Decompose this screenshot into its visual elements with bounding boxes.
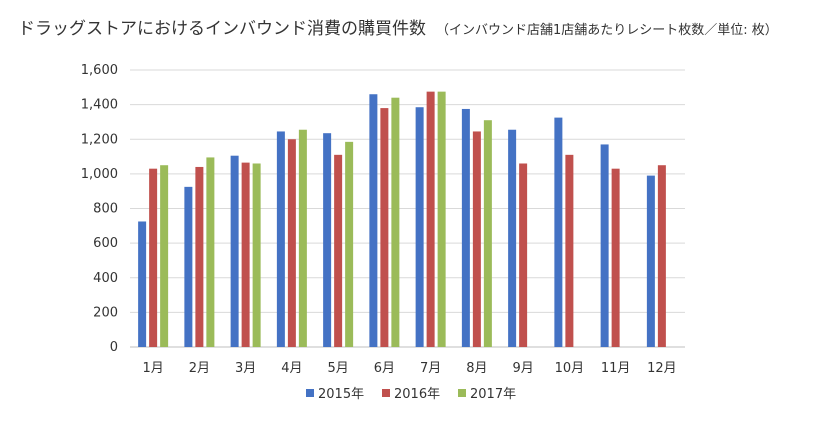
x-tick-label: 1月 (142, 361, 163, 376)
bar (276, 131, 285, 347)
legend-swatch (458, 389, 466, 397)
x-tick-label: 7月 (420, 361, 441, 376)
legend-label: 2016年 (394, 387, 440, 402)
y-tick-label: 1,400 (81, 98, 118, 113)
legend-swatch (382, 389, 390, 397)
y-tick-label: 1,000 (81, 167, 118, 182)
bar (554, 117, 563, 347)
legend-swatch (306, 389, 314, 397)
bar (508, 129, 517, 347)
x-tick-label: 11月 (601, 361, 631, 376)
y-tick-label: 0 (110, 340, 118, 355)
legend-label: 2015年 (318, 387, 364, 402)
bar (184, 186, 193, 347)
chart-subtitle: （インバウンド店舗1店舗あたりレシート枚数／単位: 枚） (436, 23, 778, 38)
x-tick-label: 6月 (374, 361, 395, 376)
bar (206, 157, 215, 347)
x-tick-label: 5月 (327, 361, 348, 376)
x-tick-label: 4月 (281, 361, 302, 376)
bar (437, 91, 446, 347)
bar (380, 108, 389, 348)
x-tick-label: 9月 (512, 361, 533, 376)
bar (323, 133, 332, 347)
bar (461, 108, 470, 347)
bar (160, 165, 169, 347)
bar (230, 155, 239, 347)
bar (369, 94, 378, 347)
x-tick-label: 3月 (235, 361, 256, 376)
bar (472, 131, 481, 347)
bar (415, 107, 424, 347)
bar (565, 154, 574, 347)
y-tick-label: 800 (93, 202, 118, 217)
bar (611, 168, 620, 347)
bar (252, 163, 261, 347)
bar (241, 162, 250, 347)
x-tick-label: 2月 (189, 361, 210, 376)
y-tick-label: 1,600 (81, 63, 118, 78)
x-tick-label: 12月 (647, 361, 677, 376)
bar (298, 129, 307, 347)
legend-label: 2017年 (470, 387, 516, 402)
chart-title-main: ドラッグストアにおけるインバウンド消費の購買件数 (18, 19, 426, 39)
bar (334, 154, 343, 347)
y-tick-label: 400 (93, 271, 118, 286)
chart-title: ドラッグストアにおけるインバウンド消費の購買件数 （インバウンド店舗1店舗あたりレ… (18, 14, 828, 39)
bar (600, 144, 609, 347)
bar (138, 221, 147, 347)
bar (646, 175, 655, 347)
bar (195, 166, 204, 347)
bar (345, 141, 354, 347)
bar (149, 168, 158, 347)
bar (519, 163, 528, 347)
bar (483, 120, 492, 347)
bar (426, 91, 435, 347)
x-tick-label: 10月 (555, 361, 585, 376)
y-tick-label: 1,200 (81, 132, 118, 147)
x-tick-label: 8月 (466, 361, 487, 376)
bar (287, 139, 296, 347)
y-tick-label: 200 (93, 305, 118, 320)
bar (391, 97, 400, 347)
y-tick-label: 600 (93, 236, 118, 251)
bar (657, 165, 666, 347)
